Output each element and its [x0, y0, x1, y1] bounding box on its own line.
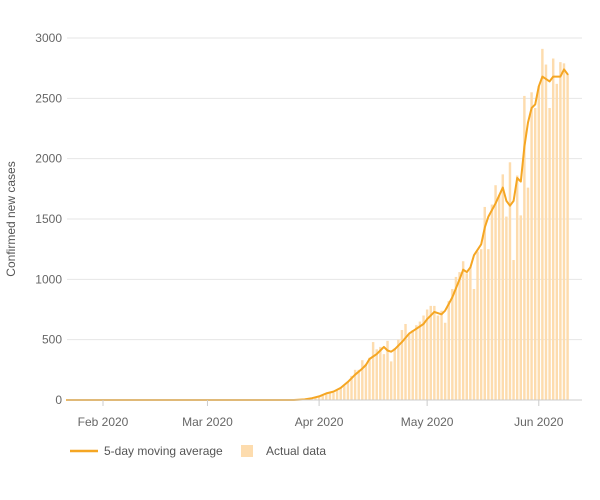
bar — [551, 58, 555, 400]
bar — [537, 86, 541, 401]
y-tick-label: 1500 — [35, 212, 62, 226]
x-axis-ticks: Feb 2020 Mar 2020 Apr 2020 May 2020 Jun 2020 — [78, 400, 564, 429]
bar — [461, 261, 465, 400]
bar — [343, 385, 346, 400]
y-tick-label: 0 — [55, 393, 62, 407]
bar — [544, 64, 548, 401]
bar — [487, 249, 490, 400]
bar — [454, 276, 458, 400]
bar — [433, 305, 436, 400]
bar — [332, 392, 335, 400]
bar — [418, 321, 422, 400]
moving-average-line — [66, 68, 569, 401]
bar — [512, 260, 515, 400]
y-axis-title: Confirmed new cases — [4, 161, 18, 276]
bar — [566, 74, 569, 400]
bar — [328, 392, 332, 400]
bar — [335, 390, 339, 400]
bar — [407, 333, 411, 400]
bar — [548, 107, 551, 400]
bar — [559, 62, 562, 401]
bar — [415, 325, 418, 400]
legend: 5-day moving average Actual data — [70, 444, 326, 458]
bar — [436, 315, 440, 400]
y-tick-label: 2000 — [35, 152, 62, 166]
bar — [364, 363, 368, 400]
x-tick-label: May 2020 — [401, 415, 454, 429]
bar-series-actual-data — [303, 48, 569, 401]
bar — [515, 175, 519, 400]
bar — [523, 95, 526, 401]
bar — [505, 216, 508, 400]
bar — [429, 305, 432, 400]
legend-bar-label: Actual data — [266, 444, 326, 458]
bar — [443, 322, 447, 400]
bar — [382, 354, 386, 400]
bar — [375, 349, 378, 400]
line-series-moving-average — [66, 68, 569, 401]
y-axis-ticks: 0 500 1000 1500 2000 2500 3000 — [35, 31, 62, 407]
legend-line-label: 5-day moving average — [104, 444, 223, 458]
bar — [325, 393, 328, 400]
bar — [472, 288, 476, 400]
bar — [479, 249, 483, 400]
y-tick-label: 3000 — [35, 31, 62, 45]
bar — [389, 361, 393, 400]
bar — [458, 272, 461, 400]
bar — [400, 330, 404, 400]
bar — [353, 369, 357, 400]
bar — [310, 398, 314, 400]
bar — [440, 310, 443, 400]
bar — [411, 330, 414, 400]
bar — [321, 395, 324, 400]
gridlines — [67, 37, 582, 341]
bar — [519, 215, 523, 400]
bar — [562, 63, 566, 401]
bar — [541, 48, 544, 401]
bar — [357, 369, 360, 400]
bar — [425, 309, 429, 400]
bar — [494, 185, 497, 400]
bar — [476, 251, 479, 400]
bar — [379, 346, 382, 400]
bar — [422, 315, 425, 400]
x-tick-label: Apr 2020 — [295, 415, 344, 429]
bar — [386, 340, 389, 400]
bar — [451, 288, 454, 400]
bar — [533, 107, 537, 400]
bar — [465, 273, 468, 400]
bar — [483, 206, 486, 400]
bar — [404, 323, 407, 400]
bar — [317, 396, 321, 400]
bar — [397, 339, 400, 400]
bar — [555, 83, 559, 400]
bar — [339, 387, 342, 400]
bar — [346, 381, 350, 400]
legend-bar-swatch — [241, 445, 253, 457]
bar — [508, 162, 512, 400]
bar — [497, 194, 501, 400]
bar — [469, 267, 472, 400]
bar — [350, 375, 353, 400]
x-tick-label: Mar 2020 — [182, 415, 233, 429]
bar — [530, 92, 533, 401]
bar — [501, 174, 504, 400]
bar — [368, 357, 371, 400]
bar — [447, 301, 450, 400]
bar — [361, 360, 364, 400]
y-tick-label: 500 — [42, 333, 62, 347]
bar — [490, 204, 494, 400]
bar — [314, 397, 317, 400]
y-tick-label: 1000 — [35, 272, 62, 286]
bar — [526, 187, 530, 400]
bar — [371, 342, 375, 400]
x-tick-label: Feb 2020 — [78, 415, 129, 429]
x-tick-label: Jun 2020 — [514, 415, 564, 429]
y-tick-label: 2500 — [35, 91, 62, 105]
bar — [393, 348, 396, 400]
